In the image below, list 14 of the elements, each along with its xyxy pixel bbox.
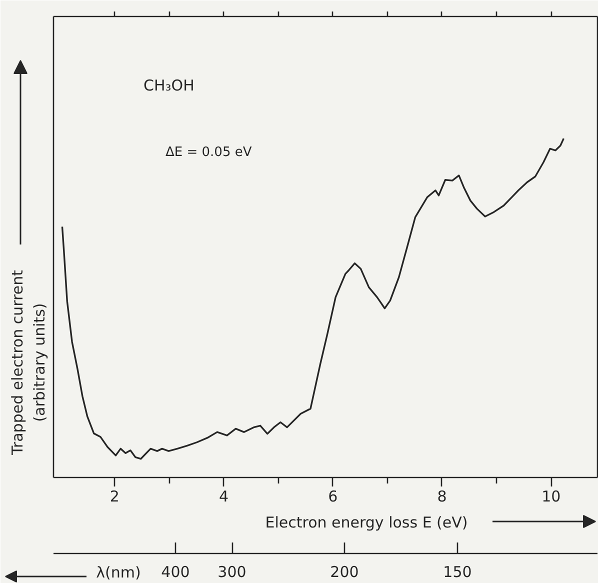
y-axis-title: Trapped electron current (arbitrary units)	[8, 270, 48, 456]
text: 300	[218, 563, 246, 581]
text: 200	[330, 563, 359, 581]
text: 400	[161, 563, 190, 581]
x-tick-label: 2	[110, 488, 120, 506]
x-tick-label: 10	[542, 488, 561, 506]
x-axis-title: Electron energy loss E (eV)	[265, 514, 468, 532]
annotation: ΔE = 0.05 eV	[166, 145, 252, 160]
x-tick-label: 4	[218, 488, 229, 506]
text: λ(nm)	[96, 564, 141, 582]
x-tick-label: 6	[328, 488, 338, 506]
text: 150	[443, 563, 472, 581]
x-tick-label: 8	[437, 488, 447, 506]
text: CH₃OH	[144, 76, 194, 94]
